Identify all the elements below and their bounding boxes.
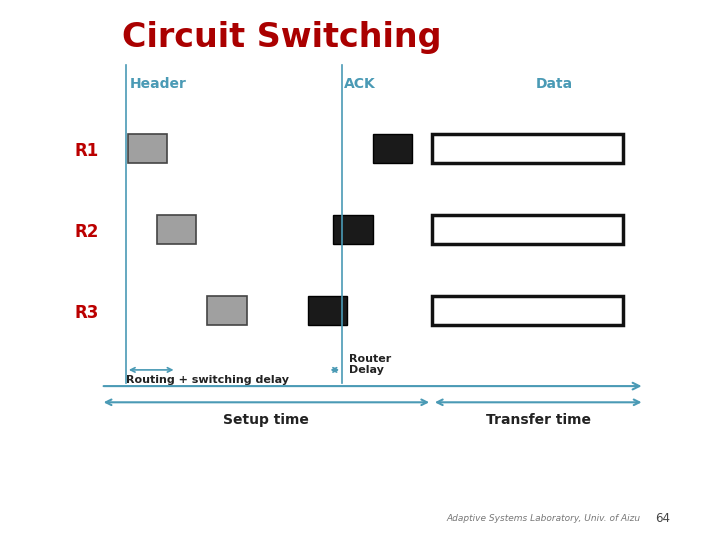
Bar (432, 296, 623, 325)
Text: Circuit Switching: Circuit Switching (122, 21, 442, 55)
Text: 64: 64 (655, 512, 670, 525)
Text: R1: R1 (74, 142, 99, 160)
Bar (308, 296, 347, 325)
Bar (432, 214, 623, 244)
Text: Router
Delay: Router Delay (349, 354, 392, 375)
Bar (432, 133, 623, 163)
Text: Data: Data (536, 77, 573, 91)
Text: Header: Header (130, 77, 186, 91)
Text: Setup time: Setup time (223, 413, 310, 427)
Text: R2: R2 (74, 223, 99, 241)
Bar (333, 214, 373, 244)
Text: Transfer time: Transfer time (486, 413, 591, 427)
Text: Adaptive Systems Laboratory, Univ. of Aizu: Adaptive Systems Laboratory, Univ. of Ai… (446, 514, 641, 523)
Text: R3: R3 (74, 304, 99, 322)
Bar (128, 133, 167, 163)
Bar (157, 214, 196, 244)
Bar (207, 296, 246, 325)
Text: Routing + switching delay: Routing + switching delay (126, 375, 289, 386)
Text: ACK: ACK (344, 77, 376, 91)
Bar (373, 133, 413, 163)
